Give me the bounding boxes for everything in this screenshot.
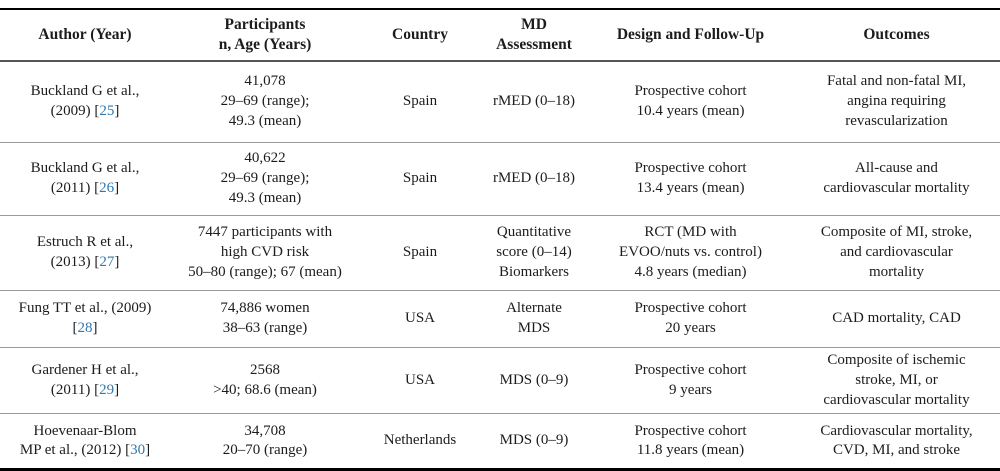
table-row: Estruch R et al., (2013) [27] 7447 parti… [0,215,1000,291]
participants-cell: 34,708 20–70 (range) [222,422,308,459]
outcomes-cell: Composite of ischemic stroke, MI, or car… [793,347,1000,415]
table-row: Buckland G et al., (2009) [25] 41,078 29… [0,61,1000,143]
author-text: Buckland G et al., (2009) [30,83,140,119]
design-followup-cell: Prospective cohort 9 years [588,347,793,415]
citation-bracket-close: ] [114,103,120,119]
citation-bracket-open: [ [94,254,100,270]
author-cell: Gardener H et al., (2011) [29] [0,347,170,415]
column-header-country: Country [360,9,480,62]
country-cell: USA [360,347,480,415]
country-cell: Netherlands [383,432,457,449]
citation-link[interactable]: 26 [99,180,115,196]
design-followup-cell: Prospective cohort 20 years [588,290,793,348]
outcomes-cell: CAD mortality, CAD [793,290,1000,348]
table-row: Buckland G et al., (2011) [26] 40,622 29… [0,142,1000,216]
outcomes-cell: Composite of MI, stroke, and cardiovascu… [793,215,1000,291]
citation-bracket-close: ] [114,254,120,270]
participants-cell: 74,886 women 38–63 (range) [170,290,360,348]
participants-cell: 2568 >40; 68.6 (mean) [170,347,360,415]
design-followup-cell: RCT (MD with EVOO/nuts vs. control) 4.8 … [588,215,793,291]
citation-bracket-open: [ [94,103,100,119]
md-assessment-cell: Alternate MDS [480,290,588,348]
column-header-outcomes: Outcomes [793,9,1000,62]
author-cell: Buckland G et al., (2011) [26] [0,142,170,216]
column-header-author-year: Author (Year) [0,9,170,62]
citation-bracket-open: [ [94,180,100,196]
participants-cell: 7447 participants with high CVD risk 50–… [170,215,360,291]
outcomes-cell: Cardiovascular mortality, CVD, MI, and s… [820,422,973,459]
citation-link[interactable]: 27 [99,254,115,270]
outcomes-cell: Fatal and non-fatal MI, angina requiring… [793,61,1000,143]
country-cell: Spain [360,61,480,143]
design-followup-cell: Prospective cohort 13.4 years (mean) [588,142,793,216]
citation-bracket-close: ] [114,180,120,196]
citation-bracket-open: [ [94,381,100,398]
author-cell: Buckland G et al., (2009) [25] [0,61,170,143]
citation-bracket-open: [ [72,320,78,336]
header-row: Author (Year) Participants n, Age (Years… [0,9,1000,62]
author-text: Buckland G et al., (2011) [30,160,140,196]
md-assessment-cell: MDS (0–9) [499,432,569,449]
citation-bracket-close: ] [92,320,98,336]
column-header-md-assessment: MD Assessment [480,9,588,62]
participants-cell: 40,622 29–69 (range); 49.3 (mean) [170,142,360,216]
author-text: Estruch R et al., (2013) [36,234,134,270]
author-cell: Hoevenaar-Blom MP et al., (2012) [30] [0,414,170,470]
md-assessment-cell: MDS (0–9) [480,347,588,415]
citation-link[interactable]: 28 [77,320,93,336]
md-assessment-cell: rMED (0–18) [480,142,588,216]
md-assessment-cell: rMED (0–18) [480,61,588,143]
citation-bracket-open: [ [125,442,131,459]
author-cell: Fung TT et al., (2009) [28] [0,290,170,348]
country-cell: Spain [360,215,480,291]
studies-summary-table: Author (Year) Participants n, Age (Years… [0,8,1000,471]
citation-link[interactable]: 25 [99,103,115,119]
table-row: Gardener H et al., (2011) [29] 2568 >40;… [0,347,1000,415]
citation-link[interactable]: 30 [130,442,146,459]
author-cell: Estruch R et al., (2013) [27] [0,215,170,291]
design-followup-cell: Prospective cohort 11.8 years (mean) [634,422,747,459]
table-row: Fung TT et al., (2009) [28] 74,886 women… [0,290,1000,348]
country-cell: Spain [360,142,480,216]
citation-link[interactable]: 29 [99,381,115,398]
design-followup-cell: Prospective cohort 10.4 years (mean) [588,61,793,143]
citation-bracket-close: ] [145,442,151,459]
citation-bracket-close: ] [114,381,120,398]
author-text: Gardener H et al., (2011) [31,361,139,398]
column-header-design-followup: Design and Follow-Up [588,9,793,62]
country-cell: USA [360,290,480,348]
author-text: Hoevenaar-Blom MP et al., (2012) [19,422,137,459]
md-assessment-cell: Quantitative score (0–14) Biomarkers [480,215,588,291]
outcomes-cell: All-cause and cardiovascular mortality [793,142,1000,216]
column-header-participants: Participants n, Age (Years) [170,9,360,62]
author-text: Fung TT et al., (2009) [18,300,152,317]
table-row: Hoevenaar-Blom MP et al., (2012) [30] 34… [0,414,1000,470]
participants-cell: 41,078 29–69 (range); 49.3 (mean) [170,61,360,143]
